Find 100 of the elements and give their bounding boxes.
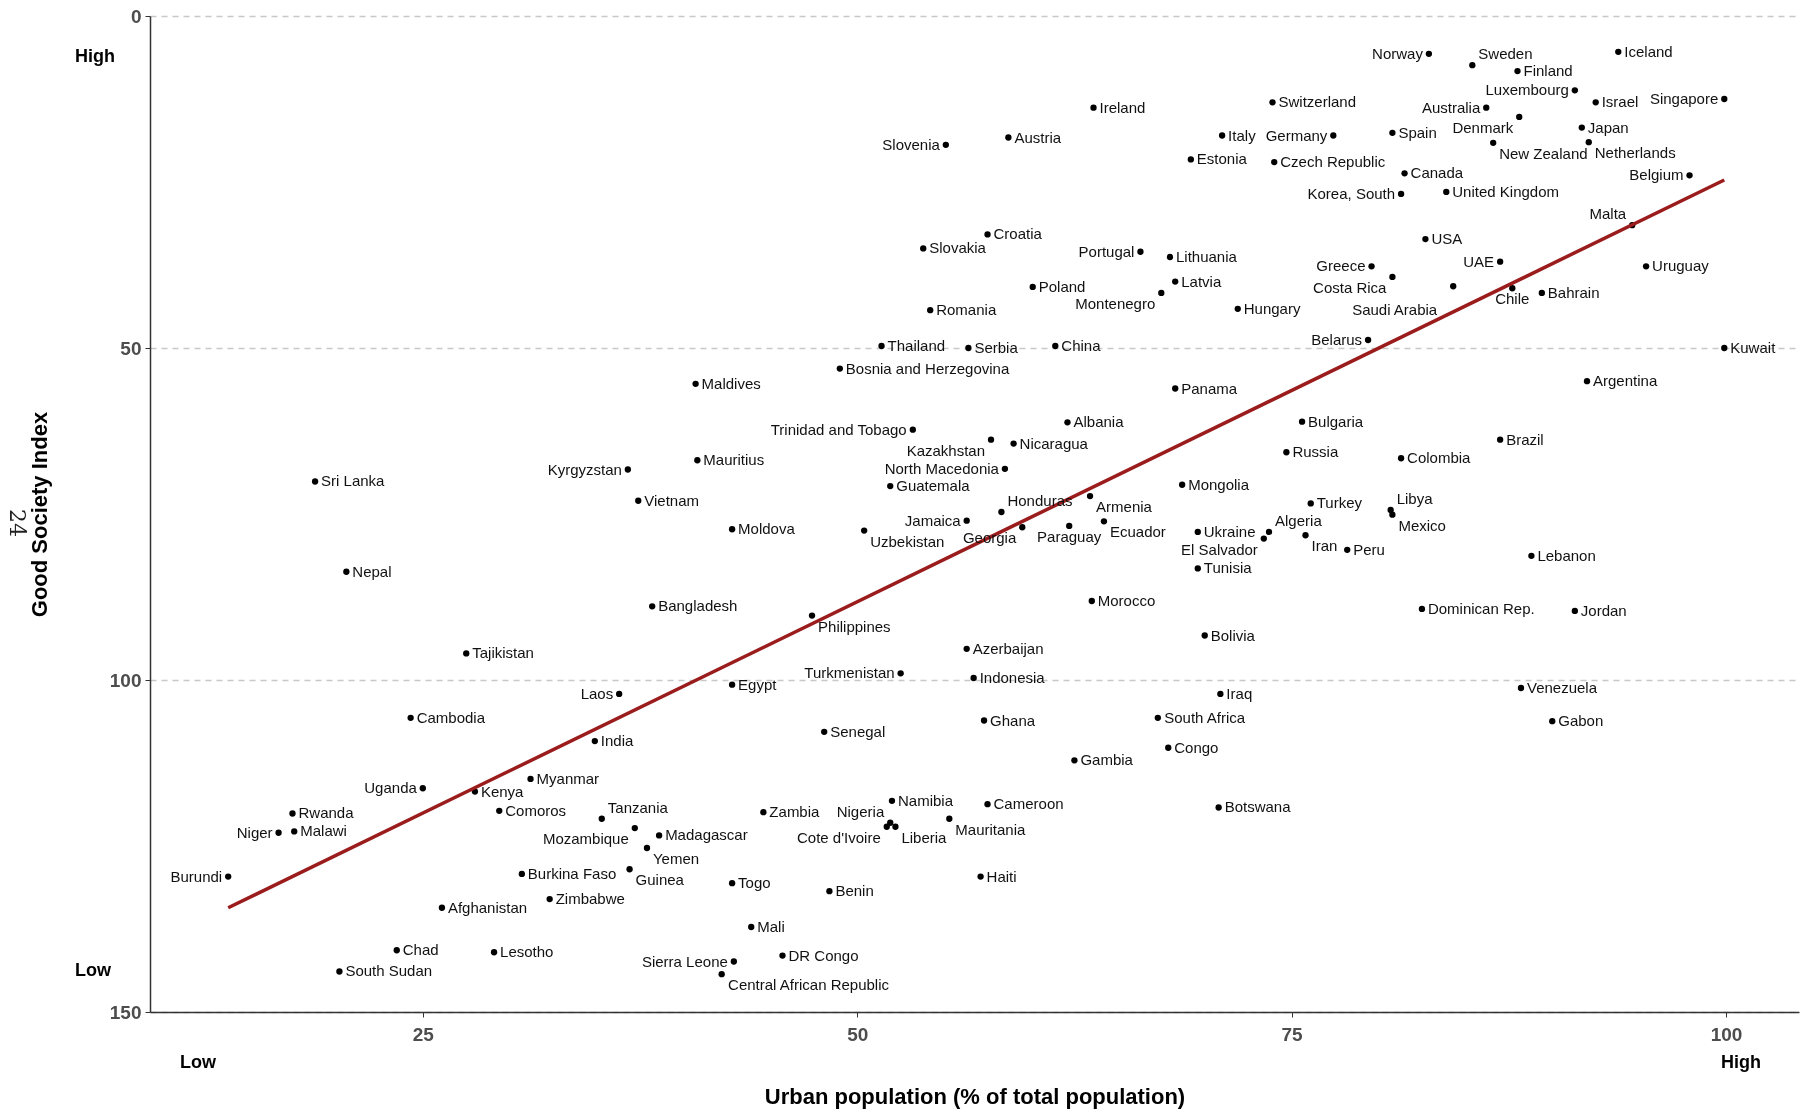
- series-label: United Kingdom: [1452, 182, 1559, 200]
- series-label: Spain: [1398, 123, 1437, 141]
- series-label: Rwanda: [298, 804, 355, 822]
- series-label: UAE: [1463, 252, 1495, 270]
- series-label: Paraguay: [1037, 527, 1102, 545]
- series-label: Ghana: [990, 711, 1036, 729]
- series-label: Haiti: [986, 867, 1017, 885]
- series-label: Peru: [1353, 540, 1385, 558]
- series-label: Cambodia: [416, 708, 486, 726]
- series-label: Mexico: [1398, 516, 1446, 534]
- series-label: Canada: [1410, 164, 1464, 182]
- series-label: Chad: [402, 941, 439, 959]
- series-label: Maldives: [701, 374, 761, 392]
- series-label: Tajikistan: [472, 644, 534, 662]
- series-label: Nigeria: [836, 802, 885, 820]
- y-tick-label: 100: [109, 669, 142, 691]
- series-label: El Salvador: [1181, 540, 1258, 558]
- series-label: Poland: [1038, 277, 1086, 295]
- series-label: Tunisia: [1203, 559, 1253, 577]
- series-label: Ireland: [1099, 98, 1146, 116]
- series-label: Afghanistan: [447, 898, 528, 916]
- series-label: Venezuela: [1526, 678, 1598, 696]
- series-label: Botswana: [1224, 798, 1292, 816]
- series-label: Mongolia: [1188, 475, 1250, 493]
- series-label: Burkina Faso: [527, 864, 617, 882]
- x-tick-label: 25: [412, 1023, 435, 1045]
- series-label: Korea, South: [1307, 184, 1396, 202]
- series-label: Belarus: [1311, 331, 1363, 349]
- series-label: Argentina: [1593, 372, 1658, 390]
- series-label: Burundi: [170, 867, 223, 885]
- y-tick-label: 0: [130, 5, 142, 27]
- series-label: Kuwait: [1730, 339, 1777, 356]
- series-label: Malawi: [300, 822, 347, 840]
- series-label: Serbia: [974, 339, 1019, 356]
- series-label: Bulgaria: [1308, 412, 1364, 430]
- series-label: Latvia: [1181, 272, 1222, 290]
- text: High: [75, 46, 115, 66]
- series-label: Italy: [1228, 126, 1257, 144]
- series-label: Belgium: [1629, 166, 1684, 184]
- series-label: Iceland: [1624, 42, 1673, 60]
- series-label: Benin: [835, 882, 874, 900]
- y-tick-label: 50: [120, 337, 142, 359]
- series-label: Moldova: [738, 520, 796, 538]
- series-label: Mauritius: [703, 451, 765, 469]
- series-label: Jordan: [1580, 601, 1627, 619]
- series-label: Costa Rica: [1313, 278, 1388, 296]
- series-label: Lesotho: [500, 943, 554, 961]
- series-label: Mali: [757, 918, 785, 936]
- series-label: Ecuador: [1109, 523, 1166, 541]
- series-label: DR Congo: [788, 946, 859, 964]
- series-label: Jamaica: [904, 511, 962, 529]
- series-label: Brazil: [1506, 430, 1544, 448]
- series-label: Turkey: [1316, 494, 1363, 512]
- series-label: Armenia: [1096, 498, 1153, 516]
- y-tick-label: 150: [109, 1001, 142, 1023]
- series-label: Israel: [1601, 93, 1639, 111]
- series-label: Kazakhstan: [906, 441, 986, 459]
- series-label: Iraq: [1226, 684, 1253, 702]
- series-label: Colombia: [1407, 449, 1472, 467]
- series-label: Albania: [1073, 413, 1125, 431]
- series-label: Niger: [236, 823, 273, 841]
- x-tick-label: 75: [1281, 1023, 1304, 1045]
- series-label: Mozambique: [542, 830, 629, 848]
- series-label: Zimbabwe: [555, 890, 625, 908]
- series-label: Portugal: [1078, 242, 1135, 260]
- series-label: Russia: [1292, 443, 1339, 461]
- series-label: India: [600, 732, 635, 750]
- series-label: New Zealand: [1499, 144, 1588, 162]
- series-label: Norway: [1372, 44, 1424, 62]
- series-label: Guatemala: [896, 477, 971, 495]
- series-label: Denmark: [1452, 118, 1514, 136]
- series-label: Madagascar: [665, 826, 748, 844]
- series-label: Saudi Arabia: [1352, 301, 1438, 319]
- series-label: Finland: [1523, 62, 1573, 80]
- x-tick-label: 100: [1710, 1023, 1743, 1045]
- series-label: Bahrain: [1547, 283, 1600, 301]
- series-label: Nepal: [352, 562, 392, 580]
- series-label: Cote d'Ivoire: [797, 828, 881, 846]
- series-label: Morocco: [1097, 591, 1156, 609]
- series-label: Togo: [738, 874, 771, 892]
- series-label: USA: [1431, 230, 1463, 248]
- series-label: Greece: [1316, 257, 1366, 275]
- series-label: Czech Republic: [1280, 153, 1386, 171]
- series-label: Sierra Leone: [641, 952, 728, 970]
- series-label: Sweden: [1478, 45, 1533, 63]
- series-label: Zambia: [769, 803, 821, 821]
- series-label: Switzerland: [1278, 93, 1357, 111]
- series-label: Gabon: [1558, 712, 1604, 730]
- series-label: Uganda: [364, 779, 418, 797]
- series-label: Hungary: [1243, 299, 1301, 317]
- series-label: Uzbekistan: [870, 532, 945, 550]
- series-label: Bosnia and Herzegovina: [845, 359, 1010, 377]
- series-label: Lithuania: [1175, 248, 1238, 266]
- series-label: Guinea: [635, 871, 685, 889]
- series-label: Lebanon: [1537, 546, 1596, 564]
- series-label: Uruguay: [1652, 257, 1710, 275]
- series-label: Myanmar: [536, 769, 600, 787]
- series-label: Egypt: [738, 675, 778, 693]
- series-label: Panama: [1181, 379, 1238, 397]
- series-label: Ukraine: [1203, 522, 1256, 540]
